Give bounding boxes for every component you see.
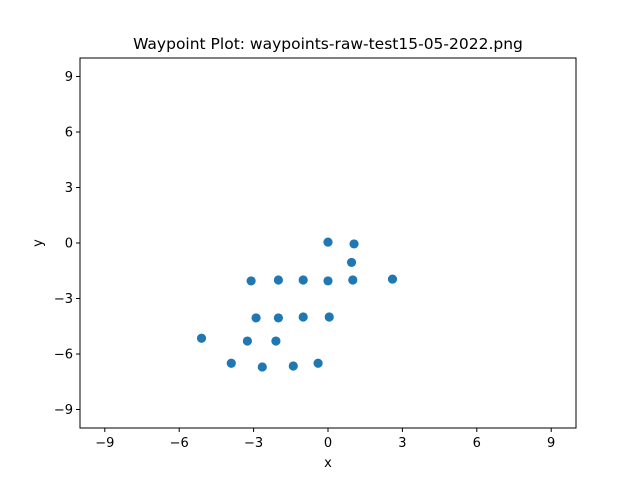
x-tick-label: 3: [398, 436, 406, 451]
data-point: [226, 358, 236, 368]
data-point: [298, 312, 308, 322]
y-tick-label: 6: [65, 126, 73, 141]
x-tick-label: 6: [473, 436, 481, 451]
data-point: [323, 276, 333, 286]
data-point: [242, 336, 252, 346]
axes-frame: [79, 57, 577, 429]
x-tick-label: −3: [244, 436, 263, 451]
data-point: [273, 313, 283, 323]
data-point: [273, 275, 283, 285]
chart-title: Waypoint Plot: waypoints-raw-test15-05-2…: [133, 35, 523, 53]
data-point: [288, 361, 298, 371]
data-point: [313, 358, 323, 368]
data-point: [196, 333, 207, 343]
data-point: [349, 239, 359, 249]
y-tick-label: 0: [65, 237, 73, 252]
y-axis-label: y: [31, 239, 46, 247]
data-point: [298, 275, 308, 285]
data-point: [348, 275, 358, 285]
ticks-layer: −9 −6 −3 0 3 6 9 −9 −6 −3 0 3 6 9: [54, 70, 556, 451]
data-point: [346, 257, 357, 268]
y-tick-label: −3: [54, 292, 73, 307]
x-tick-label: −6: [170, 436, 189, 451]
points-layer: [196, 237, 398, 372]
data-point: [251, 313, 261, 323]
x-axis-label: x: [324, 456, 332, 471]
y-tick-label: −9: [54, 403, 73, 418]
x-tick-label: −9: [95, 436, 114, 451]
data-point: [324, 312, 334, 322]
data-point: [387, 274, 398, 284]
data-point: [323, 237, 333, 247]
data-point: [257, 362, 267, 372]
data-point: [271, 336, 281, 346]
x-tick-label: 0: [324, 436, 332, 451]
y-tick-label: 9: [65, 70, 73, 85]
x-tick-label: 9: [547, 436, 555, 451]
y-tick-label: 3: [65, 181, 73, 196]
data-point: [246, 276, 256, 286]
y-tick-label: −6: [54, 348, 73, 363]
